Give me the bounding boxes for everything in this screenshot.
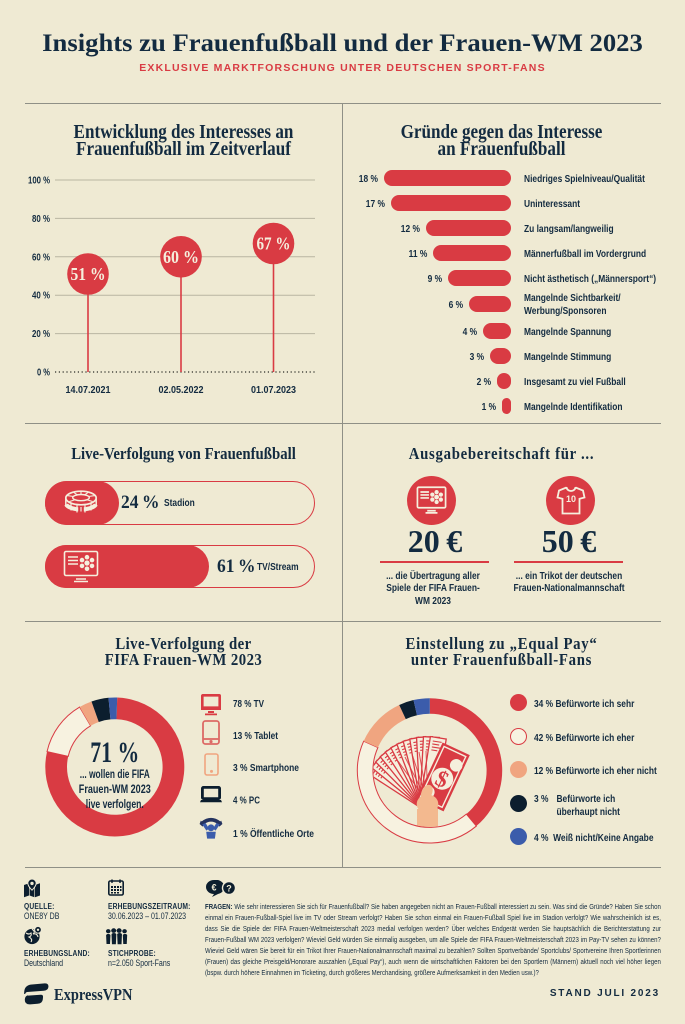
svg-text:Frauen-WM 2023: Frauen-WM 2023	[79, 784, 151, 796]
svg-text:71 %: 71 %	[90, 736, 139, 769]
svg-text:02.05.2022: 02.05.2022	[159, 384, 204, 396]
svg-text:20 %: 20 %	[32, 329, 50, 340]
svg-text:51 %: 51 %	[71, 264, 106, 284]
svg-text:01.07.2023: 01.07.2023	[251, 384, 296, 396]
svg-text:€: €	[211, 883, 216, 893]
svg-text:... wollen die FIFA: ... wollen die FIFA	[80, 769, 150, 781]
svg-text:60 %: 60 %	[32, 252, 50, 263]
svg-text:1 % Öffentliche Orte: 1 % Öffentliche Orte	[233, 827, 314, 840]
svg-text:live verfolgen.: live verfolgen.	[86, 799, 144, 811]
svg-text:?: ?	[226, 884, 232, 894]
svg-text:67 %: 67 %	[257, 234, 291, 254]
svg-text:60 %: 60 %	[163, 247, 199, 267]
svg-text:14.07.2021: 14.07.2021	[66, 384, 111, 396]
svg-text:4 % PC: 4 % PC	[233, 795, 260, 807]
svg-text:3 % Smartphone: 3 % Smartphone	[233, 762, 299, 774]
svg-text:13 % Tablet: 13 % Tablet	[233, 730, 278, 742]
svg-text:80 %: 80 %	[32, 214, 50, 225]
svg-text:10: 10	[566, 494, 576, 504]
svg-text:0 %: 0 %	[37, 368, 50, 379]
svg-text:40 %: 40 %	[32, 291, 50, 302]
svg-text:78 % TV: 78 % TV	[233, 698, 264, 710]
svg-text:100 %: 100 %	[28, 176, 50, 187]
